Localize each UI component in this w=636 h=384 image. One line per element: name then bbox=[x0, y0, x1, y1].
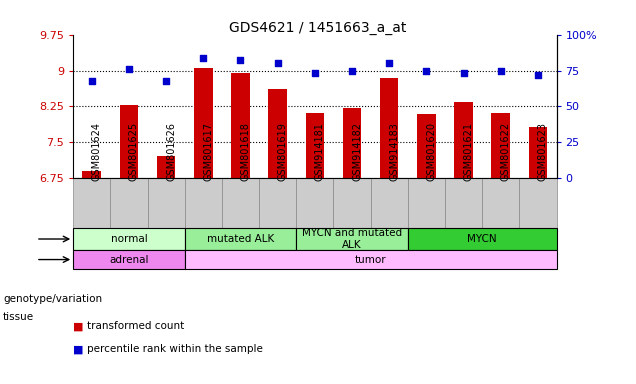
Text: percentile rank within the sample: percentile rank within the sample bbox=[87, 344, 263, 354]
Point bbox=[310, 70, 320, 76]
Text: ■: ■ bbox=[73, 321, 87, 331]
Text: GSM914181: GSM914181 bbox=[315, 122, 325, 181]
Bar bbox=[305, 113, 324, 179]
Point bbox=[533, 72, 543, 78]
Bar bbox=[371, 179, 408, 228]
Text: GSM801624: GSM801624 bbox=[92, 122, 102, 181]
Bar bbox=[445, 179, 482, 228]
Point bbox=[86, 78, 97, 84]
Text: GSM914183: GSM914183 bbox=[389, 122, 399, 181]
Bar bbox=[408, 179, 445, 228]
Text: GSM914182: GSM914182 bbox=[352, 122, 362, 181]
Text: genotype/variation: genotype/variation bbox=[3, 294, 102, 304]
Bar bbox=[110, 179, 148, 228]
Bar bbox=[492, 113, 510, 179]
Bar bbox=[73, 179, 110, 228]
Point bbox=[459, 70, 469, 76]
Point bbox=[495, 68, 506, 74]
Text: normal: normal bbox=[111, 234, 148, 244]
Bar bbox=[296, 228, 408, 250]
Text: GSM801619: GSM801619 bbox=[278, 122, 287, 181]
Bar bbox=[529, 127, 547, 179]
Bar bbox=[408, 228, 556, 250]
Point bbox=[384, 60, 394, 66]
Text: ■: ■ bbox=[73, 344, 87, 354]
Point bbox=[198, 55, 209, 61]
Text: GSM801623: GSM801623 bbox=[538, 122, 548, 181]
Text: MYCN: MYCN bbox=[467, 234, 497, 244]
Point bbox=[124, 66, 134, 72]
Point bbox=[161, 78, 171, 84]
Text: GSM801618: GSM801618 bbox=[240, 122, 251, 181]
Bar bbox=[222, 179, 259, 228]
Bar bbox=[482, 179, 520, 228]
Text: GSM801626: GSM801626 bbox=[166, 122, 176, 181]
Bar bbox=[454, 102, 473, 179]
Bar bbox=[333, 179, 371, 228]
Text: GSM801621: GSM801621 bbox=[464, 122, 474, 181]
Bar bbox=[184, 179, 222, 228]
Text: GSM801622: GSM801622 bbox=[501, 122, 511, 181]
Bar bbox=[268, 89, 287, 179]
Bar bbox=[120, 105, 138, 179]
Bar bbox=[148, 179, 184, 228]
Bar bbox=[417, 114, 436, 179]
Text: GDS4621 / 1451663_a_at: GDS4621 / 1451663_a_at bbox=[230, 21, 406, 35]
Bar bbox=[296, 179, 333, 228]
Bar bbox=[520, 179, 556, 228]
Text: GSM801625: GSM801625 bbox=[129, 122, 139, 181]
Bar bbox=[184, 250, 556, 269]
Bar bbox=[73, 228, 184, 250]
Text: GSM801620: GSM801620 bbox=[426, 122, 436, 181]
Bar bbox=[157, 156, 176, 179]
Text: transformed count: transformed count bbox=[87, 321, 184, 331]
Text: tissue: tissue bbox=[3, 312, 34, 322]
Text: MYCN and mutated
ALK: MYCN and mutated ALK bbox=[302, 228, 402, 250]
Text: GSM801617: GSM801617 bbox=[204, 122, 213, 181]
Bar bbox=[231, 73, 250, 179]
Point bbox=[273, 60, 283, 66]
Text: mutated ALK: mutated ALK bbox=[207, 234, 274, 244]
Text: tumor: tumor bbox=[355, 255, 387, 265]
Bar bbox=[184, 228, 296, 250]
Bar bbox=[380, 78, 399, 179]
Point bbox=[235, 57, 245, 63]
Bar bbox=[194, 68, 212, 179]
Point bbox=[421, 68, 431, 74]
Text: adrenal: adrenal bbox=[109, 255, 149, 265]
Bar bbox=[83, 171, 101, 179]
Point bbox=[347, 68, 357, 74]
Bar bbox=[259, 179, 296, 228]
Bar bbox=[343, 108, 361, 179]
Bar bbox=[73, 250, 184, 269]
